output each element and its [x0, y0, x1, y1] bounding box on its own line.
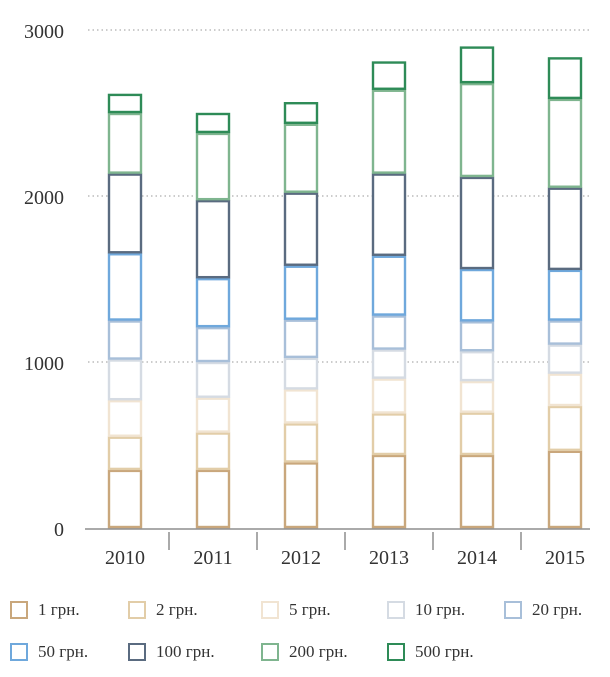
bar-segment: [283, 192, 319, 266]
legend-item: 50 грн.: [10, 640, 88, 664]
bar-segment: [283, 389, 319, 424]
bar-segment: [459, 454, 495, 529]
bar-segment: [195, 469, 231, 529]
bar-segment: [283, 102, 319, 124]
bar-segment: [195, 432, 231, 471]
bar-segment: [547, 57, 583, 100]
bar-segment: [459, 46, 495, 84]
bar-segment: [371, 378, 407, 414]
legend-swatch: [10, 601, 28, 619]
legend-item: 20 грн.: [504, 598, 582, 622]
bar-segment: [459, 268, 495, 322]
legend-label: 50 грн.: [38, 642, 89, 661]
bar-segment: [371, 255, 407, 316]
bar-segment: [283, 357, 319, 390]
bar-segment: [195, 397, 231, 433]
x-tick-label: 2012: [281, 547, 321, 569]
bar-segment: [283, 423, 319, 463]
bar-segment: [195, 132, 231, 201]
bar-segment: [371, 454, 407, 529]
bar-segment: [195, 112, 231, 134]
legend-swatch: [387, 643, 405, 661]
legend-swatch: [10, 643, 28, 661]
y-tick-label: 3000: [24, 21, 64, 43]
bar-segment: [107, 93, 143, 114]
bar-segment: [195, 326, 231, 363]
bar-segment: [459, 412, 495, 456]
bar-segment: [107, 320, 143, 360]
bar-segment: [107, 436, 143, 471]
x-tick-label: 2013: [369, 547, 409, 569]
bar-segment: [547, 344, 583, 374]
bar-segment: [371, 173, 407, 256]
legend-label: 1 грн.: [38, 600, 80, 619]
bar-segment: [195, 199, 231, 279]
bar-segment: [547, 373, 583, 407]
legend-item: 1 грн.: [10, 598, 80, 622]
legend-label: 200 грн.: [289, 642, 348, 661]
bar-segment: [547, 320, 583, 345]
bar-segment: [547, 405, 583, 452]
x-tick-label: 2011: [193, 547, 232, 569]
bar-segment: [459, 321, 495, 352]
bar-segment: [547, 450, 583, 529]
y-tick-label: 0: [54, 519, 64, 541]
bar-segment: [459, 351, 495, 382]
legend-label: 5 грн.: [289, 600, 331, 619]
legend-label: 500 грн.: [415, 642, 474, 661]
bar-segment: [459, 380, 495, 413]
bar-segment: [547, 269, 583, 321]
bar-segment: [107, 359, 143, 401]
bar-segment: [283, 462, 319, 529]
legend-item: 5 грн.: [261, 598, 331, 622]
legend-label: 2 грн.: [156, 600, 198, 619]
legend-swatch: [128, 601, 146, 619]
x-tick-label: 2014: [457, 547, 497, 569]
legend-item: 2 грн.: [128, 598, 198, 622]
bar-segment: [547, 98, 583, 188]
legend-label: 10 грн.: [415, 600, 466, 619]
legend-label: 20 грн.: [532, 600, 583, 619]
y-tick-label: 1000: [24, 353, 64, 375]
bar-segment: [459, 82, 495, 178]
bar-segment: [107, 399, 143, 437]
bar-segment: [371, 61, 407, 90]
bar-segment: [371, 315, 407, 350]
bar-segment: [371, 89, 407, 174]
bar-segment: [459, 176, 495, 270]
bar-segment: [107, 173, 143, 254]
bar-segment: [283, 319, 319, 359]
bar-segment: [547, 187, 583, 271]
legend-item: 100 грн.: [128, 640, 215, 664]
legend-swatch: [261, 643, 279, 661]
bar-segment: [195, 277, 231, 328]
bar-segment: [107, 253, 143, 321]
x-tick-label: 2010: [105, 547, 145, 569]
legend-label: 100 грн.: [156, 642, 215, 661]
bar-segment: [371, 349, 407, 379]
legend-swatch: [387, 601, 405, 619]
legend-swatch: [261, 601, 279, 619]
x-tick-label: 2015: [545, 547, 585, 569]
chart-legend: 1 грн. 2 грн. 5 грн. 10 грн. 20 грн. 50 грн. 1…: [0, 590, 610, 670]
bar-segment: [371, 413, 407, 456]
legend-swatch: [128, 643, 146, 661]
bar-segment: [283, 123, 319, 193]
stacked-bar-chart: 0 1000 2000 3000 2010 2011 2012 2013 2014 2015: [24, 21, 590, 569]
bar-segment: [195, 361, 231, 398]
legend-item: 10 грн.: [387, 598, 465, 622]
legend-item: 200 грн.: [261, 640, 348, 664]
y-tick-label: 2000: [24, 187, 64, 209]
bar-segment: [107, 112, 143, 174]
bar-segment: [107, 469, 143, 529]
legend-item: 500 грн.: [387, 640, 474, 664]
bar-segment: [283, 265, 319, 320]
legend-swatch: [504, 601, 522, 619]
